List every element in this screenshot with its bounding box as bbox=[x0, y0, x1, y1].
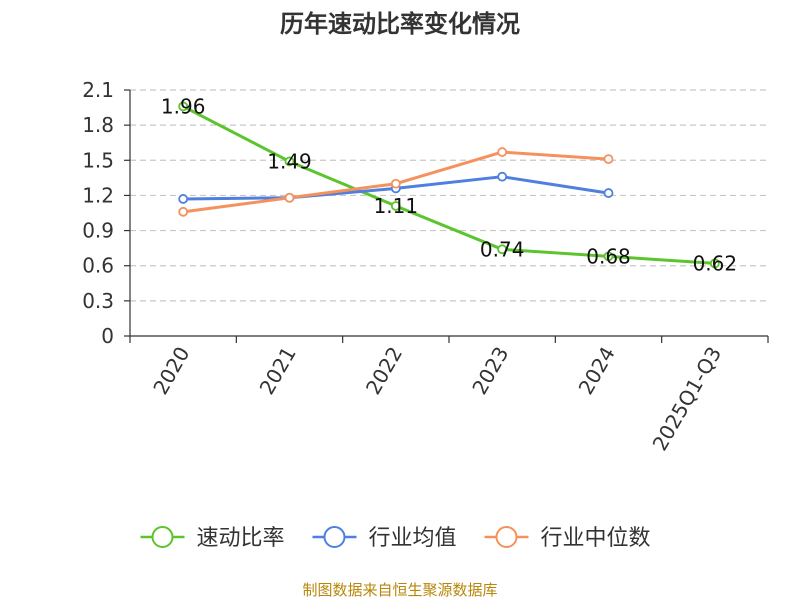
data-point[interactable] bbox=[497, 244, 508, 255]
data-point[interactable] bbox=[178, 206, 189, 217]
y-tick-label: 2.1 bbox=[82, 78, 114, 102]
legend-item[interactable]: 行业中位数 bbox=[484, 526, 651, 551]
legend-item[interactable]: 速动比率 bbox=[140, 526, 285, 551]
data-label: 1.49 bbox=[267, 149, 312, 173]
data-point[interactable] bbox=[178, 101, 189, 112]
data-point[interactable] bbox=[284, 192, 295, 203]
x-tick-label: 2020 bbox=[148, 343, 194, 399]
y-tick-label: 1.2 bbox=[82, 183, 114, 207]
x-tick-label: 2022 bbox=[361, 343, 407, 399]
data-point[interactable] bbox=[603, 154, 614, 165]
x-tick-label: 2023 bbox=[467, 342, 513, 398]
legend-marker-icon bbox=[323, 526, 346, 548]
legend-label: 行业中位数 bbox=[541, 526, 651, 551]
series-line bbox=[182, 105, 715, 265]
y-tick-label: 0.3 bbox=[82, 289, 114, 313]
series-layer: 1.96 1.49 1.11 0.74 0.68 0.62 bbox=[161, 94, 737, 275]
y-tick-label: 0.9 bbox=[82, 219, 114, 243]
data-label: 0.68 bbox=[586, 244, 631, 268]
y-tick-label: 1.5 bbox=[82, 148, 114, 172]
x-tick-label: 2024 bbox=[574, 343, 620, 399]
data-label: 1.11 bbox=[374, 194, 419, 218]
data-point[interactable] bbox=[284, 156, 295, 167]
data-label: 1.96 bbox=[161, 94, 206, 118]
legend-label: 行业均值 bbox=[369, 526, 457, 551]
data-label: 0.62 bbox=[693, 251, 738, 275]
source-note: 制图数据来自恒生聚源数据库 bbox=[302, 581, 497, 599]
legend[interactable]: 速动比率 行业均值 行业中位数 bbox=[140, 526, 651, 551]
x-tick-label: 2021 bbox=[255, 343, 301, 399]
data-point[interactable] bbox=[603, 251, 614, 262]
chart-title: 历年速动比率变化情况 bbox=[280, 10, 520, 38]
data-point[interactable] bbox=[497, 171, 508, 182]
y-tick-label: 0.6 bbox=[82, 254, 114, 278]
x-tick-label: 2025Q1-Q3 bbox=[647, 343, 726, 455]
data-label: 0.74 bbox=[480, 237, 525, 261]
data-point[interactable] bbox=[709, 258, 720, 269]
legend-item[interactable]: 行业均值 bbox=[312, 526, 457, 551]
y-tick-label: 0 bbox=[101, 324, 114, 348]
data-point[interactable] bbox=[178, 194, 189, 204]
legend-marker-icon bbox=[495, 526, 518, 548]
legend-label: 速动比率 bbox=[197, 526, 285, 551]
data-point[interactable] bbox=[497, 147, 508, 157]
axes: 0 0.3 0.6 0.9 1.2 1.5 1.8 2.1 2020 2021 2022 2023 20… bbox=[82, 78, 769, 455]
legend-marker-icon bbox=[151, 526, 174, 548]
data-point[interactable] bbox=[603, 188, 614, 198]
data-point[interactable] bbox=[390, 201, 401, 211]
grid-lines bbox=[130, 89, 768, 302]
data-point[interactable] bbox=[390, 178, 401, 189]
y-tick-label: 1.8 bbox=[82, 113, 114, 137]
